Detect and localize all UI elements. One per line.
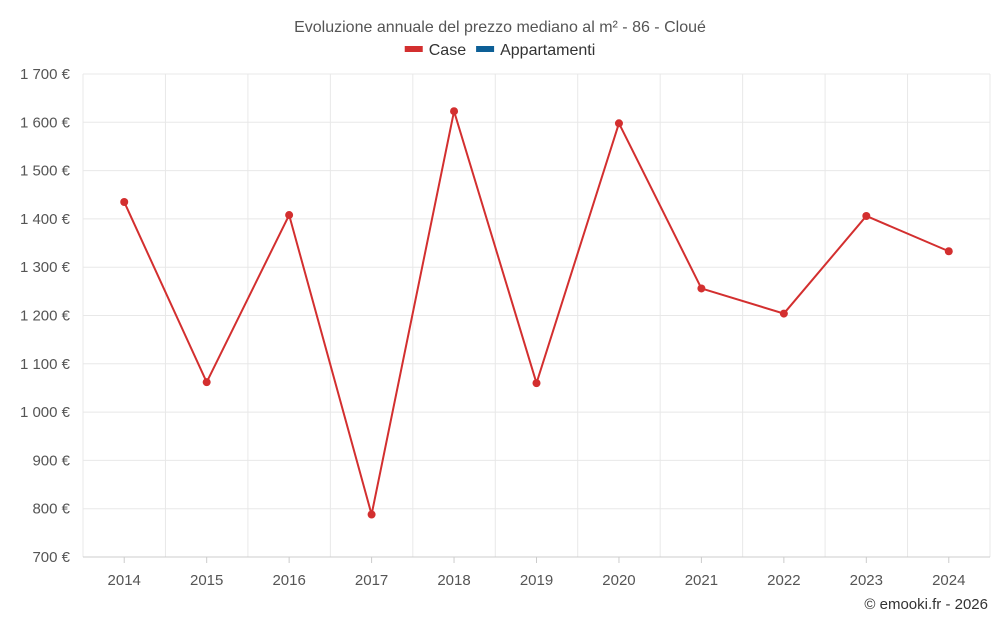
y-tick-label: 900 €	[32, 452, 70, 469]
y-tick-label: 1 400 €	[20, 211, 71, 228]
x-tick-label: 2019	[520, 572, 553, 589]
y-tick-label: 1 700 €	[20, 66, 71, 83]
grid	[82, 73, 991, 557]
data-point[interactable]	[532, 379, 541, 388]
y-tick-label: 700 €	[32, 549, 70, 566]
x-tick-label: 2022	[767, 572, 800, 589]
legend-swatch	[404, 46, 423, 52]
data-point[interactable]	[779, 309, 788, 318]
x-tick-label: 2015	[190, 572, 223, 589]
data-point[interactable]	[120, 197, 129, 206]
x-tick-label: 2016	[272, 572, 305, 589]
y-tick-label: 1 100 €	[20, 356, 71, 373]
y-tick-label: 1 300 €	[20, 259, 71, 276]
y-tick-label: 1 500 €	[20, 163, 71, 180]
x-tick-label: 2018	[437, 572, 470, 589]
chart-title: Evoluzione annuale del prezzo mediano al…	[294, 19, 706, 36]
legend-label: Appartamenti	[500, 42, 595, 59]
y-axis: 700 € 800 € 900 € 1 000 € 1 100 € 1 200 € 1 30…	[20, 66, 71, 566]
x-tick-label: 2021	[685, 572, 718, 589]
data-point[interactable]	[450, 107, 459, 116]
data-point[interactable]	[285, 211, 294, 220]
x-tick-label: 2014	[108, 572, 141, 589]
x-tick-label: 2020	[602, 572, 635, 589]
data-point[interactable]	[614, 119, 623, 128]
data-point[interactable]	[367, 510, 376, 519]
legend-item-appartamenti[interactable]: Appartamenti	[476, 42, 595, 59]
legend-item-case[interactable]: Case	[404, 42, 466, 59]
data-point[interactable]	[862, 212, 871, 221]
y-tick-label: 800 €	[32, 501, 70, 518]
legend-label: Case	[429, 42, 466, 59]
data-point[interactable]	[697, 284, 706, 293]
legend: Case Appartamenti	[404, 42, 595, 59]
x-tick-label: 2017	[355, 572, 388, 589]
y-tick-label: 1 200 €	[20, 308, 71, 325]
data-point[interactable]	[944, 247, 953, 256]
y-tick-label: 1 600 €	[20, 114, 71, 131]
series-group	[120, 107, 953, 519]
credit-text: © emooki.fr - 2026	[864, 596, 988, 613]
x-tick-label: 2023	[850, 572, 883, 589]
x-axis: 2014 2015 2016 2017 2018 2019 2020 2021 2022 2023…	[83, 556, 990, 589]
x-tick-label: 2024	[932, 572, 965, 589]
legend-swatch	[476, 46, 495, 52]
y-tick-label: 1 000 €	[20, 404, 71, 421]
data-point[interactable]	[202, 378, 211, 387]
